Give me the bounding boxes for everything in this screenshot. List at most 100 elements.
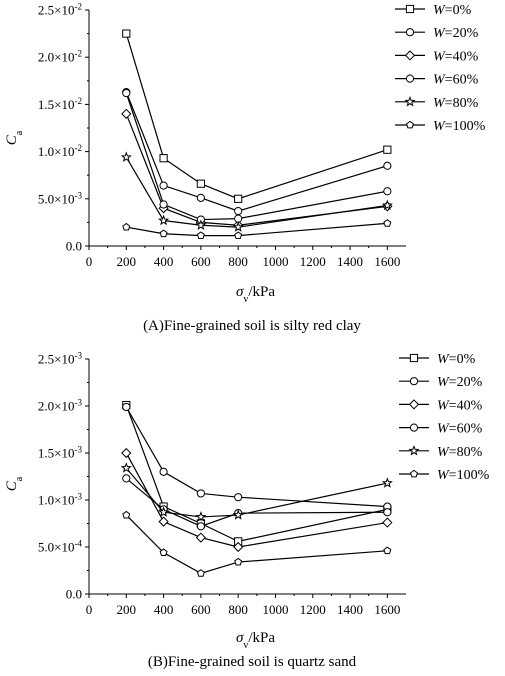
data-point: [383, 508, 392, 517]
legend-marker: [405, 120, 415, 129]
chart-caption: (B)Fine-grained soil is quartz sand: [148, 654, 357, 670]
y-tick-label: 1.0×10-2: [38, 143, 82, 159]
legend-item: W=0%: [399, 352, 476, 367]
x-tick-label: 0: [86, 254, 93, 269]
data-point: [159, 181, 168, 190]
legend-label: W=60%: [437, 422, 483, 437]
data-point: [234, 214, 243, 223]
legend-item: W=20%: [399, 375, 483, 390]
legend-marker: [405, 4, 415, 14]
x-tick-label: 800: [228, 602, 248, 617]
data-point: [122, 402, 131, 412]
legend-item: W=0%: [395, 3, 472, 18]
series-w-0-: [122, 29, 392, 203]
legend-label: W=20%: [437, 375, 483, 390]
series-w-80-: [120, 151, 393, 232]
data-point: [122, 474, 131, 483]
data-point: [383, 187, 392, 196]
data-point: [159, 200, 168, 209]
y-tick-label: 5.0×10-4: [38, 539, 83, 555]
data-point: [196, 179, 205, 188]
x-tick-label: 200: [117, 602, 137, 617]
y-axis-label: Ca: [4, 130, 25, 145]
y-tick-label: 1.5×10-2: [38, 96, 82, 112]
legend-label: W=40%: [433, 49, 479, 64]
legend-marker: [408, 444, 420, 456]
data-point: [233, 541, 244, 553]
chart-caption: (A)Fine-grained soil is silty red clay: [143, 318, 361, 334]
x-tick-label: 800: [228, 254, 248, 269]
data-point: [196, 193, 205, 202]
legend-marker: [409, 423, 419, 432]
data-point: [159, 154, 168, 163]
legend-label: W=80%: [433, 96, 479, 111]
series-line: [125, 452, 388, 548]
legend-item: W=60%: [399, 422, 483, 437]
data-point: [159, 548, 168, 557]
x-tick-label: 1400: [337, 254, 363, 269]
x-tick-label: 1400: [337, 602, 363, 617]
x-tick-label: 1200: [300, 602, 326, 617]
data-point: [196, 231, 205, 240]
series-line: [125, 33, 388, 200]
legend-label: W=100%: [433, 119, 486, 134]
y-tick-label: 2.5×10-2: [38, 2, 82, 18]
data-point: [234, 231, 243, 240]
legend-item: W=40%: [399, 398, 483, 413]
data-point: [196, 489, 205, 498]
legend-marker: [408, 399, 420, 410]
x-axis-label: σv/kPa: [236, 630, 275, 651]
legend-item: W=20%: [395, 26, 479, 41]
data-point: [122, 29, 131, 38]
data-point: [381, 477, 393, 488]
data-point: [195, 219, 207, 230]
legend-marker: [409, 377, 419, 386]
legend-label: W=0%: [437, 352, 476, 367]
series-w-100-: [122, 510, 392, 577]
data-point: [232, 509, 244, 520]
x-tick-label: 200: [117, 254, 137, 269]
data-point: [120, 462, 132, 473]
series-w-20-: [122, 88, 392, 216]
data-point: [382, 517, 393, 528]
legend-marker: [405, 28, 415, 37]
x-tick-label: 1200: [300, 254, 326, 269]
y-tick-label: 2.0×10-2: [38, 49, 82, 65]
x-tick-label: 1600: [374, 602, 400, 617]
data-point: [383, 546, 392, 555]
series-w-40-: [121, 447, 393, 553]
data-point: [158, 516, 169, 527]
data-point: [121, 447, 132, 459]
data-point: [159, 229, 168, 238]
y-tick-label: 1.0×10-3: [38, 492, 83, 508]
x-tick-label: 1000: [262, 254, 288, 269]
legend-label: W=100%: [437, 468, 490, 483]
data-point: [196, 522, 205, 531]
legend-item: W=80%: [399, 445, 483, 460]
legend-label: W=60%: [433, 73, 479, 88]
y-tick-label: 1.5×10-3: [38, 445, 83, 461]
legend-label: W=40%: [437, 398, 483, 413]
data-point: [195, 532, 206, 543]
legend-label: W=80%: [437, 445, 483, 460]
data-point: [122, 222, 131, 231]
chart-panel-b: 0 200 400 600 800 1000 1200 1400 1600 0.0 5.0×10-4…: [4, 351, 490, 671]
data-point: [383, 219, 392, 227]
x-tick-label: 1000: [262, 602, 288, 617]
data-point: [122, 88, 131, 98]
data-point: [120, 151, 132, 162]
data-point: [159, 467, 168, 476]
legend-item: W=80%: [395, 96, 479, 111]
data-point: [196, 569, 205, 577]
y-tick-label: 0.0: [66, 587, 82, 602]
legend-label: W=0%: [433, 3, 472, 18]
data-point: [383, 161, 392, 170]
x-tick-label: 400: [154, 254, 174, 269]
x-axis-label: σv/kPa: [236, 284, 275, 305]
data-point: [158, 506, 170, 517]
data-point: [383, 145, 392, 154]
x-tick-label: 600: [191, 602, 211, 617]
legend-marker: [404, 95, 416, 107]
series-w-20-: [122, 402, 392, 511]
